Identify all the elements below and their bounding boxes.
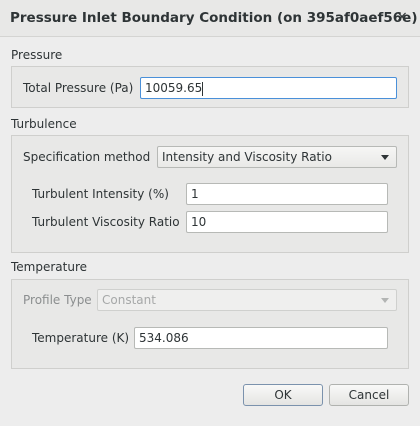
cancel-button[interactable]: Cancel (329, 384, 409, 406)
total-pressure-value: 10059.65 (145, 81, 202, 95)
temperature-label: Temperature (K) (32, 331, 129, 345)
text-caret (202, 82, 203, 96)
turbulence-group: Specification method Intensity and Visco… (11, 135, 409, 253)
chevron-down-icon (381, 155, 389, 160)
turbulence-section-label: Turbulence (11, 117, 77, 131)
profile-type-label: Profile Type (23, 293, 92, 307)
ok-button[interactable]: OK (243, 384, 323, 406)
temperature-section-label: Temperature (11, 260, 87, 274)
turbulent-intensity-label: Turbulent Intensity (%) (32, 187, 169, 201)
turbulent-viscosity-ratio-label: Turbulent Viscosity Ratio (32, 215, 180, 229)
pressure-section-label: Pressure (11, 48, 62, 62)
spec-method-value: Intensity and Viscosity Ratio (162, 150, 332, 164)
dialog-titlebar: Pressure Inlet Boundary Condition (on 39… (0, 0, 420, 37)
pressure-group: Total Pressure (Pa) 10059.65 (11, 66, 409, 108)
temperature-field[interactable]: 534.086 (134, 327, 388, 349)
spec-method-label: Specification method (23, 150, 150, 164)
turbulent-viscosity-ratio-field[interactable]: 10 (186, 211, 388, 233)
profile-type-value: Constant (102, 293, 156, 307)
chevron-down-icon (381, 298, 389, 303)
spec-method-dropdown[interactable]: Intensity and Viscosity Ratio (157, 146, 397, 168)
total-pressure-label: Total Pressure (Pa) (23, 81, 133, 95)
total-pressure-field[interactable]: 10059.65 (140, 77, 397, 99)
turbulent-intensity-field[interactable]: 1 (186, 183, 388, 205)
dialog-title: Pressure Inlet Boundary Condition (on 39… (10, 10, 418, 26)
temperature-group: Profile Type Constant Temperature (K) 53… (11, 279, 409, 369)
profile-type-dropdown: Constant (97, 289, 397, 311)
close-button[interactable]: × (394, 8, 410, 26)
